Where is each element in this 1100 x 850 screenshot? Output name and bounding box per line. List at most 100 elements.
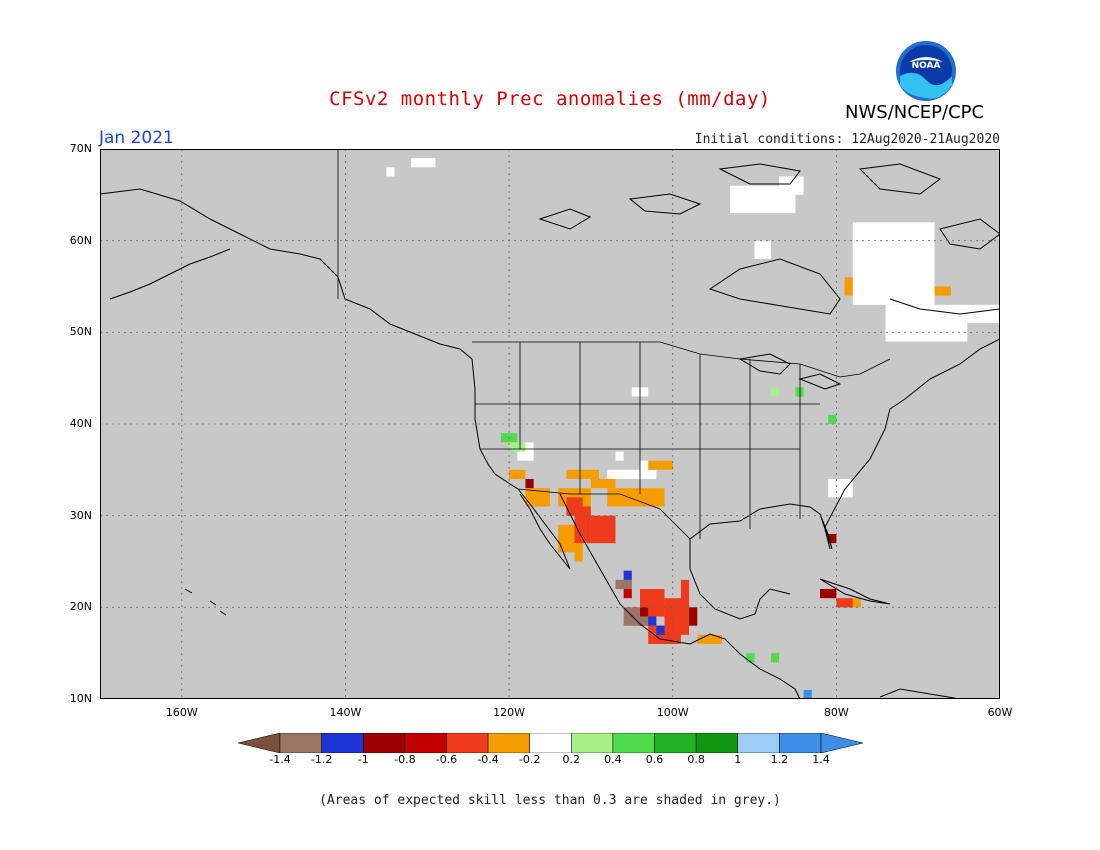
lat-lon-grid xyxy=(100,149,1000,699)
lat-label: 20N xyxy=(69,600,92,614)
anomaly-cell xyxy=(656,625,665,635)
legend-swatch xyxy=(695,733,739,753)
arctic-island-1 xyxy=(538,208,592,230)
agency-label: NWS/NCEP/CPC xyxy=(845,102,985,123)
anomaly-cell xyxy=(770,653,780,663)
anomaly-cell xyxy=(852,259,935,305)
anomaly-cell xyxy=(607,469,657,479)
skill-footnote: (Areas of expected skill less than 0.3 a… xyxy=(319,793,781,808)
lat-label: 10N xyxy=(69,692,92,705)
legend-label: 0.6 xyxy=(645,753,664,766)
legend-label: -1.4 xyxy=(269,753,291,766)
lat-label: 30N xyxy=(69,508,92,522)
anomaly-cell xyxy=(934,286,951,296)
anomaly-cell xyxy=(803,689,812,699)
hudson-bay xyxy=(708,258,841,315)
precip-anomaly-map xyxy=(100,149,1000,699)
legend-label: -0.8 xyxy=(394,753,416,766)
color-legend xyxy=(238,733,863,753)
lon-label: 160W xyxy=(165,706,198,719)
anomaly-cell xyxy=(820,589,837,599)
quebec-coast xyxy=(889,298,1000,315)
great-lakes xyxy=(738,353,791,375)
anomaly-cell xyxy=(590,479,616,489)
baja-coast xyxy=(517,488,571,570)
alaska-coast xyxy=(100,188,473,360)
anomaly-cell xyxy=(566,497,583,516)
anomaly-cell xyxy=(885,304,968,342)
legend-label: 1.2 xyxy=(770,753,789,766)
legend-swatch xyxy=(571,733,614,753)
legend-label: -0.4 xyxy=(477,753,499,766)
anomaly-cell xyxy=(828,479,853,498)
anomaly-cell xyxy=(844,277,853,296)
anomaly-cell xyxy=(525,479,534,489)
baffin-island xyxy=(858,163,942,195)
logo-text: NOAA xyxy=(912,61,941,71)
legend-swatch xyxy=(737,733,780,753)
anomaly-cell xyxy=(648,460,673,470)
lon-label: 60W xyxy=(987,706,1013,719)
legend-swatch xyxy=(362,733,406,753)
anomaly-cell xyxy=(410,158,436,168)
anomaly-cell xyxy=(558,524,575,553)
legend-swatch xyxy=(404,733,447,753)
anomaly-cell xyxy=(623,589,632,599)
lon-label: 120W xyxy=(493,706,526,719)
anomaly-cells xyxy=(386,158,1000,699)
legend-arrow-left xyxy=(238,733,281,753)
lat-label: 70N xyxy=(69,142,92,155)
anomaly-cell xyxy=(640,616,649,626)
legend-label: -1.2 xyxy=(310,753,333,766)
anomaly-cell xyxy=(648,616,657,626)
lake-erie xyxy=(798,373,842,390)
legend-label: 1.4 xyxy=(812,753,830,766)
coastlines xyxy=(100,163,1000,699)
anomaly-cell xyxy=(770,387,780,397)
anomaly-cell xyxy=(828,414,837,424)
anomaly-cell xyxy=(623,570,632,580)
lon-label: 100W xyxy=(656,706,689,719)
legend-swatch xyxy=(612,733,655,753)
legend-label: -0.6 xyxy=(435,753,458,766)
anomaly-cell xyxy=(746,653,755,663)
anomaly-cell xyxy=(509,469,526,479)
legend-swatch xyxy=(321,733,364,753)
anomaly-cell xyxy=(836,598,853,608)
us-west-coast xyxy=(471,358,519,490)
lon-label: 140W xyxy=(329,706,362,719)
anomaly-cell xyxy=(697,634,722,644)
noaa-logo: NOAA xyxy=(896,41,956,101)
legend-swatch xyxy=(279,733,322,753)
anomaly-cell xyxy=(607,488,665,507)
anomaly-cell xyxy=(509,442,526,452)
anomaly-cell xyxy=(828,534,837,544)
legend-label: 0.2 xyxy=(562,753,581,766)
anomaly-cell xyxy=(386,167,395,177)
cuba xyxy=(819,578,891,605)
mexico-pacific-coast xyxy=(559,493,761,670)
anomaly-cell xyxy=(680,579,690,608)
hawaii xyxy=(184,588,227,616)
anomaly-cell xyxy=(795,387,804,397)
lat-label: 50N xyxy=(69,325,92,339)
aleutian-coast xyxy=(109,248,231,300)
lat-label: 60N xyxy=(69,233,92,247)
legend-label: 0.8 xyxy=(687,753,705,766)
anomaly-cell xyxy=(615,579,632,589)
legend-arrow-right xyxy=(820,733,863,753)
anomaly-cell xyxy=(959,304,1000,324)
legend-label: -0.2 xyxy=(518,753,541,766)
labrador xyxy=(939,218,1000,250)
political-borders xyxy=(337,149,891,540)
south-america xyxy=(879,688,961,699)
initial-conditions: Initial conditions: 12Aug2020-21Aug2020 xyxy=(694,132,1000,147)
anomaly-cell xyxy=(590,515,616,544)
anomaly-cell xyxy=(779,176,804,195)
us-east-coast xyxy=(819,338,1000,550)
anomaly-cell xyxy=(689,607,698,626)
forecast-month: Jan 2021 xyxy=(99,128,174,148)
arctic-island-3 xyxy=(718,163,801,185)
legend-label: 0.4 xyxy=(604,753,622,766)
legend-label: -1 xyxy=(357,753,369,766)
